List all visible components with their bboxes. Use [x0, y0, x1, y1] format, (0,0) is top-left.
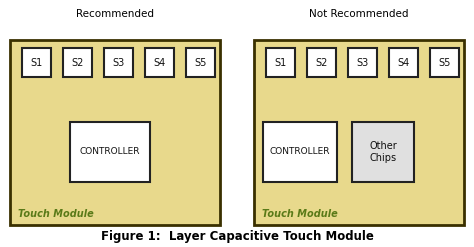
Text: S1: S1	[30, 58, 43, 67]
Text: CONTROLLER: CONTROLLER	[270, 147, 330, 157]
Bar	[307, 48, 336, 77]
Bar	[389, 48, 418, 77]
Text: Touch Module: Touch Module	[262, 209, 338, 219]
Text: Other
Chips: Other Chips	[369, 141, 397, 163]
Bar	[145, 48, 174, 77]
Bar	[352, 122, 414, 182]
Text: S3: S3	[356, 58, 369, 67]
Text: S4: S4	[154, 58, 165, 67]
Bar	[263, 122, 337, 182]
Bar	[10, 40, 220, 225]
Bar	[63, 48, 92, 77]
Bar	[266, 48, 295, 77]
Bar	[186, 48, 215, 77]
Text: S4: S4	[397, 58, 410, 67]
Text: Not Recommended: Not Recommended	[309, 9, 409, 19]
Bar	[348, 48, 377, 77]
Text: S3: S3	[112, 58, 125, 67]
Text: Recommended: Recommended	[76, 9, 154, 19]
Bar	[430, 48, 459, 77]
Text: S1: S1	[274, 58, 287, 67]
Bar	[254, 40, 464, 225]
Text: S5: S5	[194, 58, 207, 67]
Text: Figure 1:  Layer Capacitive Touch Module: Figure 1: Layer Capacitive Touch Module	[100, 229, 374, 243]
Text: S2: S2	[315, 58, 328, 67]
Text: Touch Module: Touch Module	[18, 209, 94, 219]
Text: S2: S2	[71, 58, 84, 67]
Text: CONTROLLER: CONTROLLER	[80, 147, 140, 157]
Bar	[70, 122, 150, 182]
Text: S5: S5	[438, 58, 451, 67]
Bar	[22, 48, 51, 77]
Bar	[104, 48, 133, 77]
